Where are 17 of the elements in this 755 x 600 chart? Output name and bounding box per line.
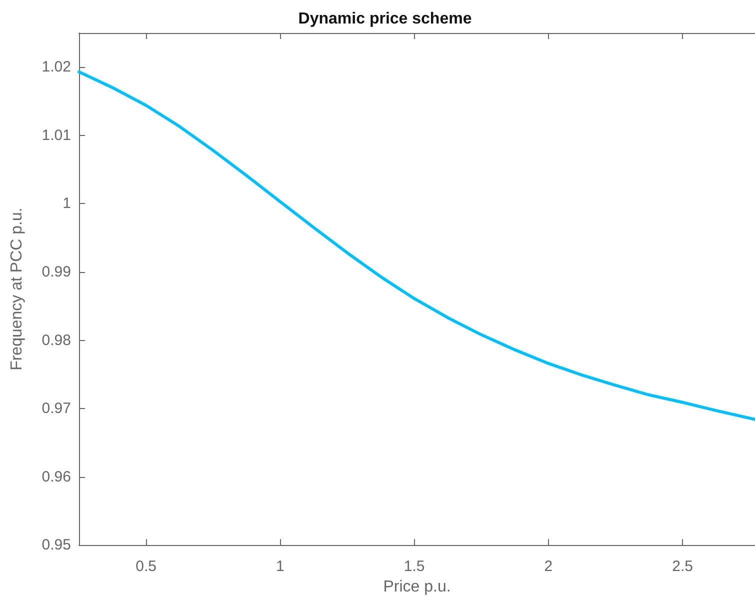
y-tick-label: 0.95 bbox=[42, 536, 71, 554]
y-tick-label: 1.01 bbox=[42, 126, 71, 144]
y-tick-label: 0.98 bbox=[42, 332, 71, 349]
x-tick-label: 1 bbox=[276, 558, 284, 576]
line-series bbox=[78, 70, 755, 421]
x-tick-label: 0.5 bbox=[136, 558, 156, 576]
y-tick-label: 0.99 bbox=[42, 263, 71, 280]
y-axis-title: Frequency at PCC p.u. bbox=[8, 208, 26, 370]
x-axis-title: Price p.u. bbox=[383, 578, 451, 596]
chart-title: Dynamic price scheme bbox=[298, 10, 472, 28]
x-tick-label: 2.5 bbox=[672, 558, 693, 576]
x-tick-label: 1.5 bbox=[404, 558, 425, 576]
y-tick-label: 1 bbox=[62, 195, 71, 212]
y-tick-label: 0.96 bbox=[42, 468, 71, 486]
x-tick-label: 2 bbox=[544, 558, 553, 576]
y-tick-label: 1.02 bbox=[42, 58, 71, 76]
y-tick-label: 0.97 bbox=[42, 400, 71, 418]
